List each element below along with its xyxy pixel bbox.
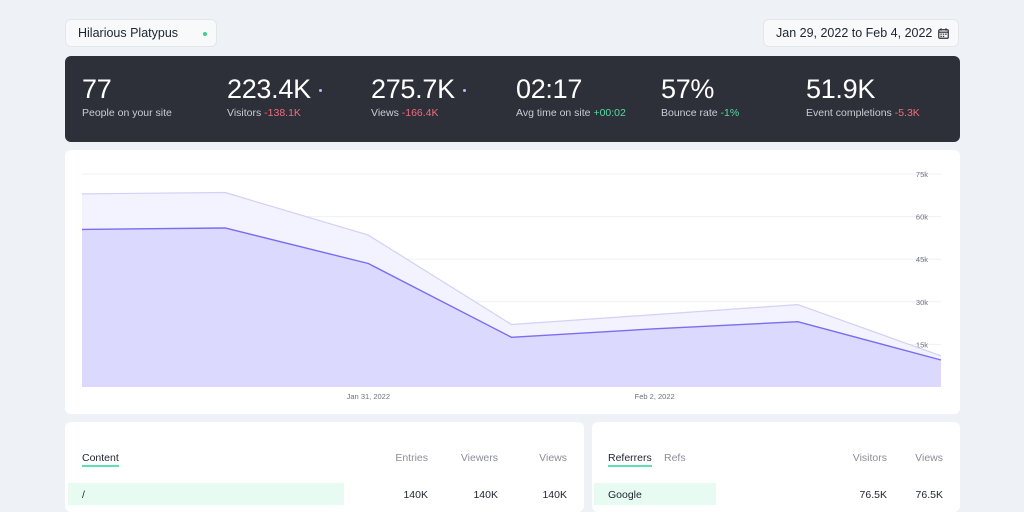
stat-value: 51.9K [806,74,876,104]
stat-delta: -5.3K [894,107,920,119]
series-line-0 [81,191,942,357]
date-range-picker[interactable]: Jan 29, 2022 to Feb 4, 2022 [763,19,959,47]
date-range-text: Jan 29, 2022 to Feb 4, 2022 [776,26,933,40]
tab-refs[interactable]: Refs [664,452,686,464]
y-tick-label: 75k [916,170,928,179]
column-header-views[interactable]: Views [915,452,943,464]
tab-content[interactable]: Content [82,452,119,467]
content-table: Content Entries Viewers Views / 140K 140… [65,422,584,512]
y-tick-label: 15k [916,340,928,349]
stat-value: 57% [661,74,715,104]
stat-label: Avg time on site [516,107,591,119]
stat-label: Views [371,107,399,119]
stat-value: 02:17 [516,74,583,104]
row-views: 140K [542,489,567,501]
stat-delta: -1% [720,107,740,119]
stat-label: Event completions [806,107,892,119]
row-visitors: 76.5K [859,489,887,501]
stats-bar: 77 People on your site 223.4K Visitors -… [65,56,960,142]
traffic-chart-card: 75k 60k 45k 30k 15k Jan 31, 2022 Feb 2, 2022 [65,150,960,414]
row-viewers: 140K [473,489,498,501]
y-tick-label: 45k [916,255,928,264]
stat-avg-time[interactable]: 02:17 Avg time on site +00:02 [516,74,626,119]
stat-value: 275.7K [371,74,455,104]
stat-event-completions[interactable]: 51.9K Event completions -5.3K [806,74,920,119]
stat-bounce-rate[interactable]: 57% Bounce rate -1% [661,74,739,119]
x-tick-label: Feb 2, 2022 [635,392,675,401]
stat-value: 223.4K [227,74,311,104]
stat-delta: -138.1K [264,107,301,119]
stat-label: Visitors [227,107,262,119]
stat-delta: -166.4K [401,107,439,119]
row-share-bar [68,483,344,505]
stat-visitors[interactable]: 223.4K Visitors -138.1K [227,74,322,119]
site-name: Hilarious Platypus [78,26,179,40]
column-header-entries[interactable]: Entries [395,452,428,464]
column-header-views[interactable]: Views [539,452,567,464]
y-tick-label: 60k [916,213,928,222]
site-selector[interactable]: Hilarious Platypus [65,19,217,47]
referrers-table: Referrers Refs Visitors Views Google 76.… [592,422,960,512]
column-header-viewers[interactable]: Viewers [460,452,498,464]
stat-value: 77 [82,74,112,104]
x-tick-label: Jan 31, 2022 [347,392,390,401]
row-label[interactable]: Google [608,489,642,501]
y-tick-label: 30k [916,298,928,307]
stat-label: Bounce rate [661,107,718,119]
traffic-chart[interactable]: 75k 60k 45k 30k 15k Jan 31, 2022 Feb 2, 2022 [65,150,960,414]
stat-views[interactable]: 275.7K Views -166.4K [371,74,466,119]
series-line-1 [81,227,942,361]
series-area-1 [82,228,941,387]
series-dot-icon [462,89,466,93]
stat-label: People on your site [82,107,172,119]
row-label[interactable]: / [82,489,85,501]
row-views: 76.5K [915,489,943,501]
row-entries: 140K [403,489,428,501]
series-dot-icon [318,89,322,93]
calendar-icon [938,28,949,39]
stat-delta: +00:02 [593,107,626,119]
stat-live-people[interactable]: 77 People on your site [82,74,172,119]
tab-referrers[interactable]: Referrers [608,452,652,467]
live-status-dot [203,32,207,36]
column-header-visitors[interactable]: Visitors [852,452,887,464]
